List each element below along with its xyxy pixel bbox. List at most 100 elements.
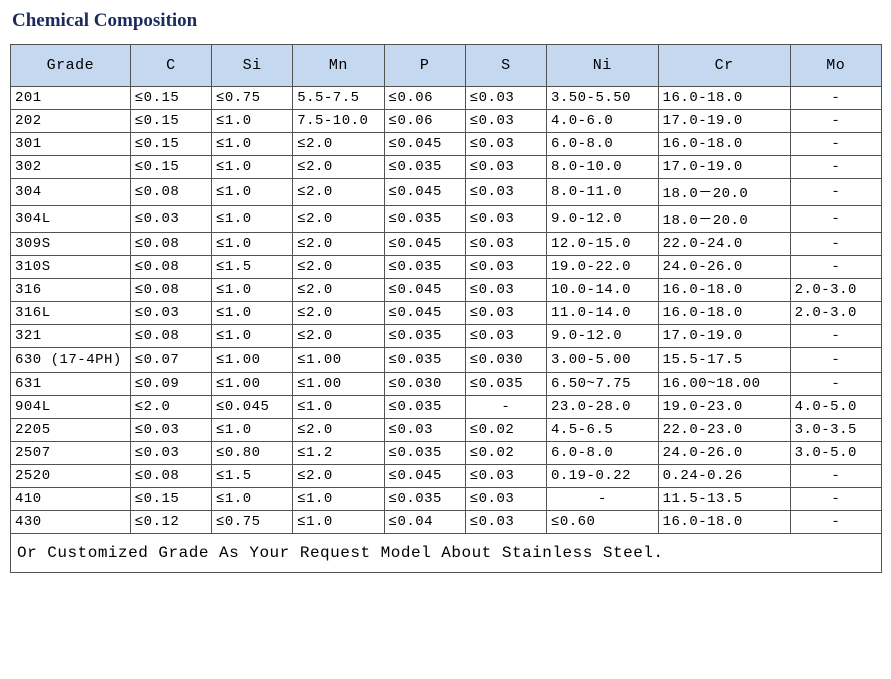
cell-c: ≤0.03 [130, 419, 211, 442]
cell-g: 410 [11, 488, 131, 511]
cell-mn: ≤2.0 [293, 206, 384, 233]
table-row: 630 (17-4PH)≤0.07≤1.00≤1.00≤0.035≤0.0303… [11, 348, 882, 373]
cell-cr: 16.0-18.0 [658, 511, 790, 534]
cell-c: ≤0.08 [130, 279, 211, 302]
cell-c: ≤0.03 [130, 302, 211, 325]
cell-s: ≤0.02 [465, 419, 546, 442]
cell-s: ≤0.035 [465, 373, 546, 396]
table-row: 904L≤2.0≤0.045≤1.0≤0.035-23.0-28.019.0-2… [11, 396, 882, 419]
cell-p: ≤0.045 [384, 233, 465, 256]
cell-g: 2507 [11, 442, 131, 465]
cell-si: ≤1.5 [211, 465, 292, 488]
cell-mo: - [790, 206, 881, 233]
cell-cr: 16.0-18.0 [658, 133, 790, 156]
col-s: S [465, 45, 546, 87]
cell-s: ≤0.03 [465, 465, 546, 488]
cell-ni: 23.0-28.0 [546, 396, 658, 419]
cell-s: ≤0.03 [465, 110, 546, 133]
cell-mo: 3.0-3.5 [790, 419, 881, 442]
table-row: 304≤0.08≤1.0≤2.0≤0.045≤0.038.0-11.018.0－… [11, 179, 882, 206]
cell-mn: ≤2.0 [293, 279, 384, 302]
cell-mn: ≤2.0 [293, 465, 384, 488]
cell-ni: 9.0-12.0 [546, 325, 658, 348]
cell-si: ≤1.0 [211, 179, 292, 206]
cell-cr: 24.0-26.0 [658, 256, 790, 279]
cell-p: ≤0.06 [384, 87, 465, 110]
cell-c: ≤0.03 [130, 206, 211, 233]
cell-c: ≤0.08 [130, 325, 211, 348]
table-row: 430≤0.12≤0.75≤1.0≤0.04≤0.03≤0.6016.0-18.… [11, 511, 882, 534]
cell-c: ≤0.15 [130, 488, 211, 511]
cell-cr: 19.0-23.0 [658, 396, 790, 419]
cell-cr: 22.0-24.0 [658, 233, 790, 256]
cell-cr: 17.0-19.0 [658, 110, 790, 133]
cell-p: ≤0.045 [384, 133, 465, 156]
cell-ni: 12.0-15.0 [546, 233, 658, 256]
col-p: P [384, 45, 465, 87]
cell-p: ≤0.035 [384, 348, 465, 373]
cell-c: ≤0.15 [130, 87, 211, 110]
table-row: 316L≤0.03≤1.0≤2.0≤0.045≤0.0311.0-14.016.… [11, 302, 882, 325]
cell-mo: - [790, 156, 881, 179]
cell-s: ≤0.030 [465, 348, 546, 373]
cell-c: ≤0.08 [130, 465, 211, 488]
cell-g: 302 [11, 156, 131, 179]
cell-s: ≤0.03 [465, 488, 546, 511]
table-row: 410≤0.15≤1.0≤1.0≤0.035≤0.03-11.5-13.5- [11, 488, 882, 511]
cell-c: ≤0.08 [130, 233, 211, 256]
cell-s: ≤0.03 [465, 179, 546, 206]
col-cr: Cr [658, 45, 790, 87]
cell-mo: 3.0-5.0 [790, 442, 881, 465]
cell-ni: 3.50-5.50 [546, 87, 658, 110]
cell-g: 321 [11, 325, 131, 348]
cell-g: 304 [11, 179, 131, 206]
cell-si: ≤0.80 [211, 442, 292, 465]
cell-p: ≤0.035 [384, 206, 465, 233]
cell-mn: ≤1.00 [293, 348, 384, 373]
table-row: 2507≤0.03≤0.80≤1.2≤0.035≤0.026.0-8.024.0… [11, 442, 882, 465]
cell-mo: - [790, 133, 881, 156]
col-c: C [130, 45, 211, 87]
cell-mn: ≤2.0 [293, 179, 384, 206]
cell-mn: ≤2.0 [293, 256, 384, 279]
cell-g: 201 [11, 87, 131, 110]
cell-s: ≤0.03 [465, 133, 546, 156]
cell-g: 310S [11, 256, 131, 279]
cell-cr: 16.00~18.00 [658, 373, 790, 396]
table-row: 2205≤0.03≤1.0≤2.0≤0.03≤0.024.5-6.522.0-2… [11, 419, 882, 442]
cell-mn: ≤1.0 [293, 511, 384, 534]
cell-s: ≤0.03 [465, 325, 546, 348]
cell-ni: 4.5-6.5 [546, 419, 658, 442]
cell-c: ≤0.08 [130, 179, 211, 206]
table-row: 202≤0.15≤1.07.5-10.0≤0.06≤0.034.0-6.017.… [11, 110, 882, 133]
table-row: 2520≤0.08≤1.5≤2.0≤0.045≤0.030.19-0.220.2… [11, 465, 882, 488]
cell-s: ≤0.03 [465, 256, 546, 279]
footer-row: Or Customized Grade As Your Request Mode… [11, 534, 882, 573]
page-title: Chemical Composition [12, 10, 881, 32]
cell-c: ≤0.15 [130, 133, 211, 156]
table-row: 631≤0.09≤1.00≤1.00≤0.030≤0.0356.50~7.751… [11, 373, 882, 396]
cell-ni: 6.50~7.75 [546, 373, 658, 396]
cell-mn: 5.5-7.5 [293, 87, 384, 110]
cell-c: ≤0.12 [130, 511, 211, 534]
cell-g: 316 [11, 279, 131, 302]
table-row: 302≤0.15≤1.0≤2.0≤0.035≤0.038.0-10.017.0-… [11, 156, 882, 179]
cell-si: ≤1.0 [211, 302, 292, 325]
table-row: 201≤0.15≤0.755.5-7.5≤0.06≤0.033.50-5.501… [11, 87, 882, 110]
cell-mo: - [790, 325, 881, 348]
cell-mo: 2.0-3.0 [790, 279, 881, 302]
cell-p: ≤0.035 [384, 488, 465, 511]
cell-ni: 8.0-10.0 [546, 156, 658, 179]
cell-c: ≤0.15 [130, 156, 211, 179]
cell-cr: 17.0-19.0 [658, 156, 790, 179]
cell-mo: - [790, 348, 881, 373]
col-grade: Grade [11, 45, 131, 87]
cell-g: 430 [11, 511, 131, 534]
cell-si: ≤0.045 [211, 396, 292, 419]
cell-si: ≤1.00 [211, 373, 292, 396]
cell-mn: ≤1.0 [293, 396, 384, 419]
cell-ni: 19.0-22.0 [546, 256, 658, 279]
cell-ni: 10.0-14.0 [546, 279, 658, 302]
cell-s: ≤0.03 [465, 87, 546, 110]
cell-si: ≤1.0 [211, 156, 292, 179]
